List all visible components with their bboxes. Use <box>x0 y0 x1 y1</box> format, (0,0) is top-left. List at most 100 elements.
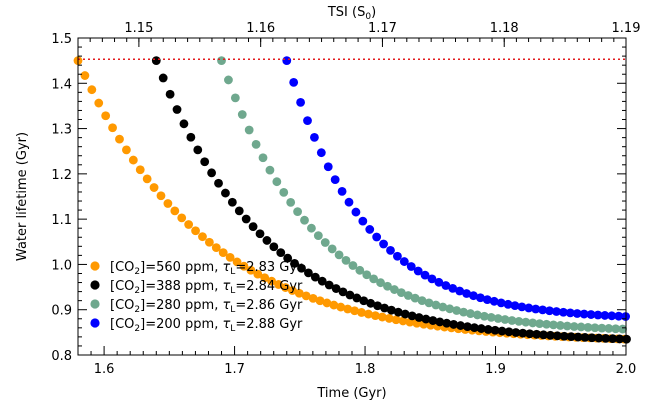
series-3-point <box>507 316 517 325</box>
series-1-point <box>364 309 373 319</box>
series-1-point <box>253 269 263 279</box>
series-2-point <box>469 323 479 333</box>
series-2-point <box>518 328 528 338</box>
series-2-point <box>421 314 431 324</box>
series-3-point <box>265 165 275 175</box>
series-2-point <box>317 276 327 286</box>
x-tick-label: 1.7 <box>224 362 245 377</box>
series-4-point <box>531 304 541 314</box>
y-tick-label: 1.5 <box>51 32 72 47</box>
series-2-point <box>428 316 438 325</box>
series-2-point <box>407 311 417 321</box>
series-1-point <box>343 304 353 314</box>
series-1-point <box>80 71 90 80</box>
series-3-point <box>611 324 621 334</box>
series-4-point <box>282 56 292 66</box>
series-3-point <box>431 300 441 310</box>
series-2-point <box>546 330 555 340</box>
series-2-point <box>559 331 569 341</box>
series-2-point <box>511 328 521 337</box>
series-1-point <box>384 314 394 323</box>
series-3-point <box>383 281 392 291</box>
series-3-point <box>286 197 296 207</box>
series-4-point <box>393 251 402 261</box>
series-4-point <box>289 78 299 87</box>
series-2-point <box>566 332 576 342</box>
series-3-point <box>396 288 406 298</box>
y-axis-title: Water lifetime (Gyr) <box>15 132 30 261</box>
series-1-point <box>357 308 366 317</box>
x2-tick-label: 1.18 <box>490 21 519 36</box>
series-4-point <box>496 298 506 308</box>
series-1-point <box>398 316 408 326</box>
series-2-point <box>151 56 161 66</box>
series-2-point <box>310 272 320 282</box>
series-3-point <box>293 207 302 217</box>
series-3-point <box>466 309 475 318</box>
series-1-point <box>211 243 221 253</box>
x-tick-label: 1.6 <box>94 362 115 377</box>
series-2-point <box>297 263 306 273</box>
series-4-point <box>552 307 561 316</box>
series-2-point <box>241 214 251 224</box>
legend-entry: [CO2]=200 ppm, τL=2.88 Gyr <box>110 317 303 334</box>
series-2-point <box>324 280 334 290</box>
series-3-point <box>438 302 448 312</box>
series-2-point <box>456 321 465 330</box>
series-1-point <box>94 98 104 108</box>
series-3-point <box>500 315 510 324</box>
series-2-point <box>255 229 265 239</box>
series-2-point <box>525 329 535 339</box>
series-4-point <box>572 309 582 318</box>
series-3-point <box>279 188 289 197</box>
x2-tick-label: 1.16 <box>246 21 275 36</box>
series-3-point <box>251 139 261 149</box>
series-2-point <box>227 197 237 207</box>
series-1-point <box>225 253 235 262</box>
series-2-point <box>463 322 472 332</box>
series-2-point <box>573 332 583 342</box>
series-4-point <box>462 289 471 298</box>
series-1-point <box>122 145 131 155</box>
series-4-point <box>358 216 368 226</box>
series-4-point <box>469 291 478 301</box>
series-2-point <box>532 329 542 339</box>
series-2-point <box>248 222 258 232</box>
series-1-point <box>191 226 200 236</box>
series-3-point <box>320 238 330 247</box>
series-1-point <box>108 123 117 133</box>
series-4-point <box>475 293 485 303</box>
series-1-point <box>322 298 332 308</box>
series-1-point <box>315 296 325 306</box>
series-1-point <box>232 257 242 267</box>
series-4-point <box>386 245 395 255</box>
series-3-point <box>542 319 551 329</box>
series-2-point <box>207 168 217 178</box>
series-2-point <box>387 305 396 315</box>
series-3-point <box>348 261 358 270</box>
series-1-point <box>115 134 124 144</box>
series-4-point <box>296 97 305 107</box>
series-2-point <box>442 318 452 328</box>
series-3-point <box>528 318 538 328</box>
series-4-point <box>524 303 534 313</box>
points-layer <box>73 56 631 344</box>
series-4-point <box>344 197 354 207</box>
legend-marker <box>90 280 100 290</box>
series-2-point <box>214 178 223 188</box>
series-4-point <box>303 116 312 126</box>
series-3-point <box>514 316 524 326</box>
series-2-point <box>304 268 313 278</box>
series-2-point <box>158 73 168 83</box>
series-2-point <box>504 327 514 337</box>
series-3-point <box>376 278 385 288</box>
series-4-point <box>600 311 610 320</box>
legend-entry: [CO2]=388 ppm, τL=2.84 Gyr <box>110 279 303 296</box>
series-2-point <box>580 333 590 342</box>
y-tick-label: 0.9 <box>51 304 72 319</box>
series-4-point <box>579 309 589 319</box>
series-3-point <box>403 291 413 300</box>
series-4-point <box>558 307 568 317</box>
series-2-point <box>497 326 507 336</box>
series-4-point <box>441 281 451 290</box>
